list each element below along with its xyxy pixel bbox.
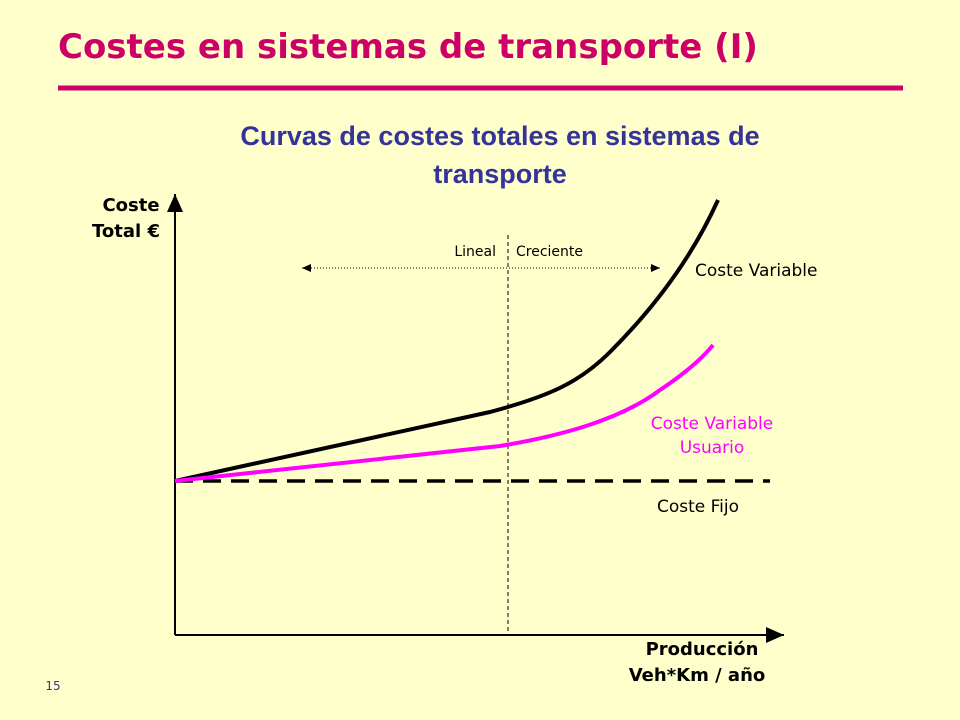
x-axis-label: Producción [646, 639, 759, 660]
variable-cost-curve [174, 199, 720, 483]
curve-label: Coste Fijo [657, 497, 739, 517]
user-cost-curve [174, 343, 715, 483]
page-number: 15 [45, 679, 60, 693]
curve-label: Coste Variable [651, 414, 774, 434]
zone-label: Lineal [454, 244, 496, 260]
slide-title: Costes en sistemas de transporte (I) [58, 27, 758, 67]
diagram-title: Curvas de costes totales en sistemas de [240, 121, 759, 151]
y-axis-label: Total € [92, 221, 160, 242]
x-axis-label: Veh*Km / año [629, 665, 766, 686]
curve-label: Coste Variable [695, 261, 818, 281]
curve-label: Usuario [680, 438, 745, 458]
zone-label: Creciente [516, 244, 583, 260]
diagram-title: transporte [433, 159, 567, 189]
y-axis-label: Coste [102, 195, 159, 216]
